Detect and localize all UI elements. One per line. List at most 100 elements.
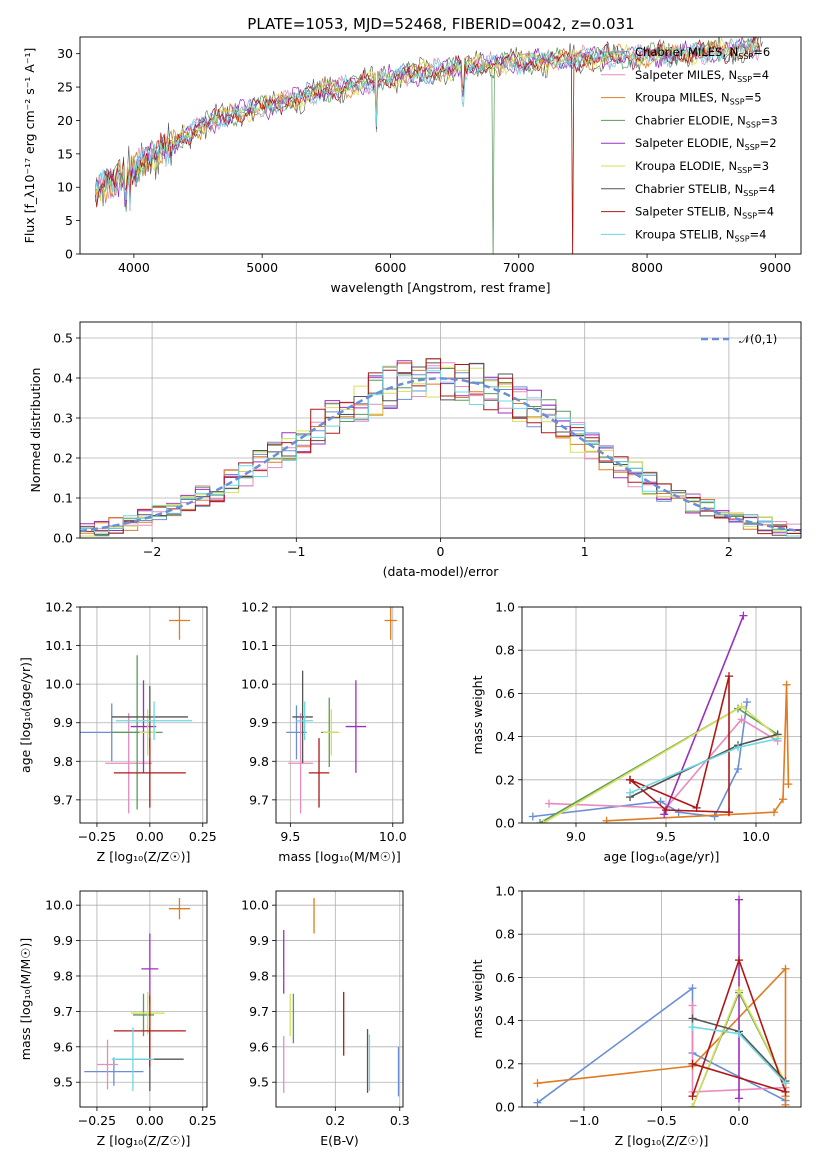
weight-series-salpeter-elodie bbox=[735, 895, 743, 1103]
axes-frame bbox=[79, 890, 208, 1108]
x-axis-label: (data-model)/error bbox=[383, 564, 500, 579]
y-axis-label: Flux [f_λ10⁻¹⁷ erg cm⁻² s⁻¹ A⁻¹] bbox=[22, 48, 37, 244]
x-axis-label: Z [log₁₀(Z/Z☉)] bbox=[97, 849, 191, 864]
y-tick-label: 0.0 bbox=[495, 1100, 515, 1115]
errorbar-salpeter-elodie bbox=[345, 680, 367, 773]
x-tick-label: 5000 bbox=[246, 260, 278, 275]
plot-area bbox=[286, 607, 397, 814]
weight-series-salpeter-elodie bbox=[660, 611, 748, 819]
y-axis-label: mass [log₁₀(M/M☉)] bbox=[18, 938, 33, 1060]
x-tick-label: 9.0 bbox=[566, 829, 586, 844]
x-tick-label: 9000 bbox=[759, 260, 791, 275]
x-tick-label: 10.0 bbox=[742, 829, 770, 844]
errorbar-salpeter-miles bbox=[96, 1039, 119, 1090]
histogram-kroupa-stelib bbox=[80, 365, 801, 538]
x-axis-label: age [log₁₀(age/yr)] bbox=[604, 849, 720, 864]
y-tick-label: 10.0 bbox=[45, 677, 73, 692]
x-tick-label: 0.00 bbox=[136, 1113, 164, 1128]
y-tick-label: 30 bbox=[57, 46, 73, 61]
y-tick-label: 9.9 bbox=[53, 933, 73, 948]
y-tick-label: 0 bbox=[65, 247, 73, 262]
weight-series-chabrier-stelib bbox=[626, 730, 782, 802]
y-axis-label: age [log₁₀(age/yr)] bbox=[18, 657, 33, 773]
x-tick-label: 10.0 bbox=[379, 829, 407, 844]
y-tick-label: 0.1 bbox=[53, 491, 73, 506]
x-tick-label: 4000 bbox=[118, 260, 150, 275]
y-tick-label: 0.4 bbox=[495, 1013, 515, 1028]
errorbar-salpeter-miles bbox=[105, 713, 152, 814]
y-tick-label: 10.1 bbox=[241, 638, 269, 653]
legend-entry: Salpeter STELIB, NSSP=4 bbox=[635, 205, 774, 221]
y-tick-label: 10.0 bbox=[45, 898, 73, 913]
mass-vs-metallicity-panel: −0.25 0.00 0.25 9.5 9.6 9.7 9.8 9.9 10.0 Z [log₁₀… bbox=[18, 890, 217, 1148]
weight-series-kroupa-miles bbox=[602, 680, 793, 823]
age-vs-metallicity-panel: −0.25 0.00 0.25 9.7 9.8 9.9 10.0 10.1 10.2 Z [log… bbox=[18, 600, 217, 865]
errorbar-kroupa-stelib bbox=[111, 1027, 155, 1092]
axes-frame bbox=[79, 36, 802, 255]
legend-entry: Chabrier STELIB, NSSP=4 bbox=[635, 182, 775, 198]
spectrum-line-kroupa-stelib bbox=[95, 37, 761, 207]
y-tick-label: 0.0 bbox=[495, 816, 515, 831]
y-tick-label: 0.8 bbox=[495, 643, 515, 658]
x-tick-label: 1 bbox=[581, 544, 589, 559]
mass-vs-extinction-panel: 0.2 0.3 9.5 9.6 9.7 9.8 9.9 10.0 E(B-V) bbox=[241, 890, 410, 1148]
plot-area bbox=[533, 895, 790, 1107]
y-tick-label: 9.8 bbox=[249, 968, 269, 983]
x-tick-label: 0 bbox=[437, 544, 445, 559]
errorbar-kroupa-miles bbox=[384, 607, 397, 640]
x-tick-label: 0.25 bbox=[189, 1113, 217, 1128]
y-tick-label: 9.9 bbox=[249, 933, 269, 948]
y-tick-label: 1.0 bbox=[495, 600, 515, 615]
weight-series-salpeter-stelib bbox=[688, 956, 790, 1101]
y-tick-label: 10.0 bbox=[241, 898, 269, 913]
y-tick-label: 0.8 bbox=[495, 927, 515, 942]
y-tick-label: 10.2 bbox=[241, 600, 269, 615]
y-tick-label: 0.4 bbox=[495, 729, 515, 744]
y-tick-label: 0.2 bbox=[495, 772, 515, 787]
legend-entry: Salpeter MILES, NSSP=4 bbox=[635, 68, 769, 84]
errorbar-chabrier-elodie bbox=[132, 993, 155, 1037]
errorbar-salpeter-stelib bbox=[308, 738, 330, 808]
y-tick-label: 0.4 bbox=[53, 371, 73, 386]
x-axis-label: mass [log₁₀(M/M☉)] bbox=[278, 849, 400, 864]
x-tick-label: 0.0 bbox=[729, 1113, 749, 1128]
y-tick-label: 9.8 bbox=[249, 754, 269, 769]
spectrum-line-chabrier-stelib bbox=[95, 37, 763, 208]
x-tick-label: 0.00 bbox=[136, 829, 164, 844]
weight-series-kroupa-stelib bbox=[626, 734, 782, 797]
y-tick-label: 0.2 bbox=[53, 451, 73, 466]
y-tick-label: 9.7 bbox=[53, 1004, 73, 1019]
errorbar-kroupa-stelib bbox=[115, 701, 193, 741]
y-tick-label: 9.7 bbox=[53, 792, 73, 807]
x-tick-label: 0.2 bbox=[325, 1113, 345, 1128]
y-tick-label: 0.5 bbox=[53, 331, 73, 346]
errorbar-kroupa-miles bbox=[168, 898, 191, 920]
residuals-panel: −2 −1 0 1 2 0.0 0.1 0.2 0.3 0.4 0.5 (data-model)/er… bbox=[28, 321, 802, 579]
axes-frame bbox=[79, 606, 208, 824]
x-tick-label: 9.5 bbox=[656, 829, 676, 844]
errorbar-salpeter-miles bbox=[288, 713, 313, 814]
x-tick-label: −0.5 bbox=[646, 1113, 676, 1128]
legend-entry: Chabrier ELODIE, NSSP=3 bbox=[635, 113, 778, 129]
y-tick-label: 9.9 bbox=[53, 715, 73, 730]
y-tick-label: 0.0 bbox=[53, 531, 73, 546]
x-tick-label: 7000 bbox=[503, 260, 535, 275]
legend-entry: Kroupa ELODIE, NSSP=3 bbox=[635, 159, 769, 175]
plot-area bbox=[95, 37, 763, 254]
weight-series-salpeter-miles bbox=[545, 715, 782, 812]
y-tick-label: 0.3 bbox=[53, 411, 73, 426]
x-tick-label: 9.5 bbox=[280, 829, 300, 844]
y-tick-label: 1.0 bbox=[495, 884, 515, 899]
weight-series-chabrier-miles bbox=[528, 698, 751, 821]
age-vs-mass-panel: 9.5 10.0 9.7 9.8 9.9 10.0 10.1 10.2 mass [log₁₀(… bbox=[241, 600, 407, 865]
errorbar-chabrier-miles bbox=[84, 1057, 144, 1086]
plot-area bbox=[84, 898, 191, 1092]
y-tick-label: 9.5 bbox=[53, 1075, 73, 1090]
y-tick-label: 5 bbox=[65, 213, 73, 228]
x-tick-label: 0.3 bbox=[390, 1113, 410, 1128]
x-tick-label: −1.0 bbox=[569, 1113, 599, 1128]
spectrum-line-salpeter-elodie bbox=[95, 37, 761, 208]
weight-vs-metallicity-panel: −1.0 −0.5 0.0 0.0 0.2 0.4 0.6 0.8 1.0 Z [log₁₀(Z/… bbox=[470, 884, 802, 1148]
errorbar-kroupa-stelib bbox=[296, 701, 313, 741]
